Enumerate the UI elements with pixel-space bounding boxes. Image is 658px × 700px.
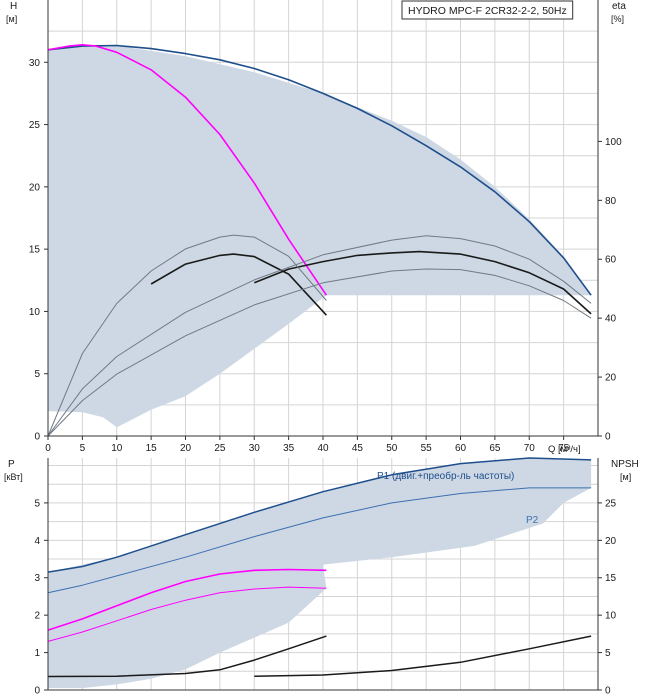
- y-tick-label: 10: [29, 307, 41, 318]
- x-tick-label: 65: [489, 443, 501, 454]
- head-axis-label: H: [10, 1, 17, 12]
- head-curve-line: [150, 253, 327, 316]
- p1-line: [47, 457, 592, 573]
- efficiency-line: [47, 235, 592, 437]
- x-tick-label: 0: [45, 443, 51, 454]
- x-tick-label: 10: [111, 443, 123, 454]
- power-npsh-series: [47, 457, 592, 678]
- y-tick-label: 20: [29, 182, 41, 193]
- single-pump-head-line: [47, 44, 328, 296]
- power-axis-label: P: [8, 459, 15, 470]
- efficiency-line: [47, 268, 592, 437]
- p2-line: [47, 487, 592, 594]
- efficiency-axis-unit: [%]: [611, 14, 624, 24]
- y-tick-label: 2: [34, 611, 40, 622]
- power-axis-unit: [кВт]: [4, 472, 23, 482]
- single-pump-power-line: [47, 568, 327, 631]
- x-tick-label: 50: [386, 443, 398, 454]
- y-tick-label: 0: [34, 686, 40, 697]
- y-tick-label: 1: [34, 648, 40, 659]
- npsh-axis-unit: [м]: [620, 472, 631, 482]
- title-box: [401, 0, 574, 20]
- p2-series-label: P2: [526, 515, 539, 526]
- power-operating-range: [48, 458, 592, 689]
- npsh-line: [47, 635, 327, 678]
- y-tick-label: 0: [34, 432, 40, 443]
- x-tick-label: 70: [524, 443, 536, 454]
- head-axis-unit: [м]: [6, 14, 17, 24]
- x-tick-label: 20: [180, 443, 192, 454]
- x-tick-label: 5: [80, 443, 86, 454]
- y-tick-label: 5: [34, 498, 40, 509]
- chart-title: HYDRO MPC-F 2CR32-2-2, 50Hz: [408, 5, 567, 17]
- x-tick-label: 15: [146, 443, 158, 454]
- y2-tick-label: 80: [605, 196, 617, 207]
- y2-tick-label: 25: [605, 498, 617, 509]
- x-tick-label: 75: [558, 443, 570, 454]
- head-curve-line: [254, 250, 592, 315]
- x-tick-label: 40: [317, 443, 329, 454]
- y2-tick-label: 5: [605, 648, 611, 659]
- max-head-line: [47, 44, 592, 296]
- y2-tick-label: 0: [605, 432, 611, 443]
- efficiency-line: [47, 234, 327, 437]
- y2-tick-label: 60: [605, 255, 617, 266]
- npsh-line: [254, 635, 592, 677]
- y2-tick-label: 20: [605, 536, 617, 547]
- y-tick-label: 3: [34, 573, 40, 584]
- y2-tick-label: 40: [605, 314, 617, 325]
- p1-series-label: P1 (двиг.+преобр-ль частоты): [377, 470, 514, 482]
- head-tick-labels: 0 5 10 15 20 25 30 0 20 40 60 80 100 0 5 10 15 20 25 30 35 40…: [29, 58, 622, 454]
- y2-tick-label: 10: [605, 611, 617, 622]
- flow-axis-label: Q [м³/ч]: [548, 444, 581, 455]
- power-npsh-panel: 0 1 2 3 4 5 0 5 10 15 20 25 P [кВт] NPSH [м] P1 (дв…: [4, 457, 639, 697]
- y-tick-label: 15: [29, 245, 41, 256]
- x-tick-label: 60: [455, 443, 467, 454]
- x-tick-label: 35: [283, 443, 295, 454]
- x-tick-label: 55: [421, 443, 433, 454]
- y-tick-label: 30: [29, 58, 41, 69]
- x-tick-label: 30: [249, 443, 261, 454]
- head-efficiency-series: [47, 44, 592, 437]
- power-tick-labels: 0 1 2 3 4 5 0 5 10 15 20 25: [34, 498, 616, 696]
- head-efficiency-panel: 0 5 10 15 20 25 30 0 20 40 60 80 100 0 5 10 15 20 25 30 35 40…: [6, 0, 626, 455]
- head-operating-range: [48, 44, 592, 428]
- y-tick-label: 25: [29, 120, 41, 131]
- power-axes: [47, 458, 599, 691]
- single-pump-power-p2-line: [47, 586, 327, 642]
- y2-tick-label: 20: [605, 373, 617, 384]
- x-tick-label: 25: [214, 443, 226, 454]
- y2-tick-label: 15: [605, 573, 617, 584]
- y-tick-label: 4: [34, 536, 40, 547]
- npsh-axis-label: NPSH: [611, 459, 639, 470]
- efficiency-axis-label: eta: [612, 1, 626, 12]
- y2-tick-label: 100: [605, 137, 622, 148]
- x-tick-label: 45: [352, 443, 364, 454]
- y-tick-label: 5: [34, 369, 40, 380]
- y2-tick-label: 0: [605, 686, 611, 697]
